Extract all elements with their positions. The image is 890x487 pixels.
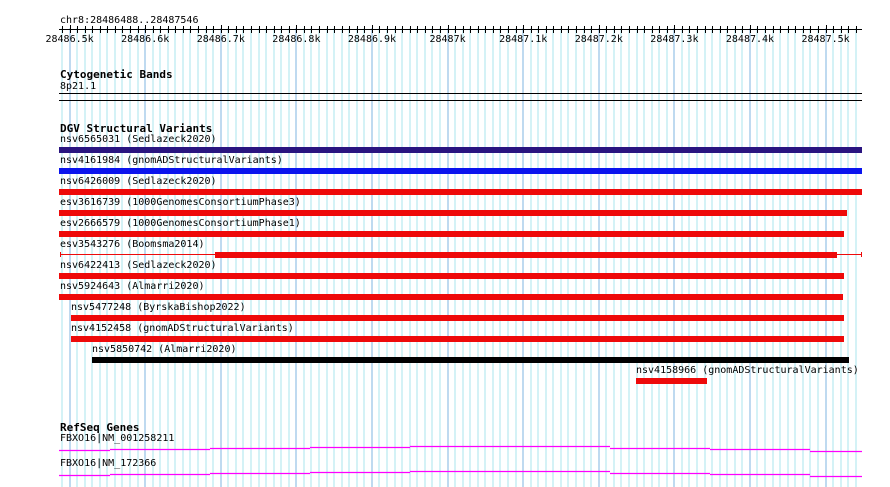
gene-label[interactable]: FBXO16|NM_001258211	[60, 433, 175, 444]
variant-label[interactable]: esv3543276 (Boomsma2014)	[60, 239, 205, 250]
ruler-tick-label: 28487.2k	[574, 34, 623, 45]
ruler	[59, 25, 862, 33]
cyto-band-line	[59, 93, 862, 94]
variant-end-cap	[861, 252, 862, 257]
variant-label[interactable]: nsv4152458 (gnomADStructuralVariants)	[71, 323, 294, 334]
ruler-tick-label: 28486.7k	[196, 34, 245, 45]
variant-label[interactable]: esv2666579 (1000GenomesConsortiumPhase1)	[60, 218, 301, 229]
variant-bar[interactable]	[71, 336, 844, 342]
variant-bar[interactable]	[59, 210, 847, 216]
ruler-tick-label: 28487.1k	[499, 34, 548, 45]
ruler-tick-label: 28486.9k	[347, 34, 397, 45]
variant-end-cap	[60, 252, 61, 257]
variant-label[interactable]: esv3616739 (1000GenomesConsortiumPhase3)	[60, 197, 301, 208]
ruler-tick-label: 28487.4k	[725, 34, 775, 45]
ruler-tick-label: 28486.5k	[45, 34, 94, 45]
variant-bar[interactable]	[59, 294, 843, 300]
variant-label[interactable]: nsv5477248 (ByrskaBishop2022)	[71, 302, 246, 313]
variant-bar[interactable]	[59, 147, 862, 153]
variant-bar[interactable]	[636, 378, 707, 384]
ruler-tick-label: 28487.3k	[650, 34, 699, 45]
variant-bar[interactable]	[215, 252, 837, 258]
track-divider	[59, 100, 862, 101]
ruler-tick-label: 28487k	[429, 34, 466, 45]
variant-bar[interactable]	[71, 315, 844, 321]
variant-bar[interactable]	[92, 357, 849, 363]
variant-bar[interactable]	[59, 231, 844, 237]
variant-bar[interactable]	[59, 189, 862, 195]
gene-label[interactable]: FBXO16|NM_172366	[60, 458, 157, 469]
ruler-tick-label: 28486.6k	[121, 34, 170, 45]
variant-label[interactable]: nsv6565031 (Sedlazeck2020)	[60, 134, 217, 145]
cyto-track-title: Cytogenetic Bands	[60, 68, 173, 81]
cyto-band-label: 8p21.1	[60, 81, 97, 92]
variant-label[interactable]: nsv6426009 (Sedlazeck2020)	[60, 176, 217, 187]
variant-label[interactable]: nsv6422413 (Sedlazeck2020)	[60, 260, 217, 271]
variant-label[interactable]: nsv4161984 (gnomADStructuralVariants)	[60, 155, 283, 166]
variant-bar[interactable]	[59, 273, 844, 279]
dgv-track-title: DGV Structural Variants	[60, 122, 213, 135]
refseq-track-title: RefSeq Genes	[60, 421, 140, 434]
variant-extent-line	[60, 254, 862, 255]
variant-label[interactable]: nsv5850742 (Almarri2020)	[92, 344, 237, 355]
variant-bar[interactable]	[59, 168, 862, 174]
ruler-tick-label: 28486.8k	[272, 34, 321, 45]
ruler-tick-label: 28487.5k	[801, 34, 850, 45]
location-label: chr8:28486488..28487546	[60, 15, 199, 26]
variant-label[interactable]: nsv4158966 (gnomADStructuralVariants)	[636, 365, 859, 376]
variant-label[interactable]: nsv5924643 (Almarri2020)	[60, 281, 205, 292]
